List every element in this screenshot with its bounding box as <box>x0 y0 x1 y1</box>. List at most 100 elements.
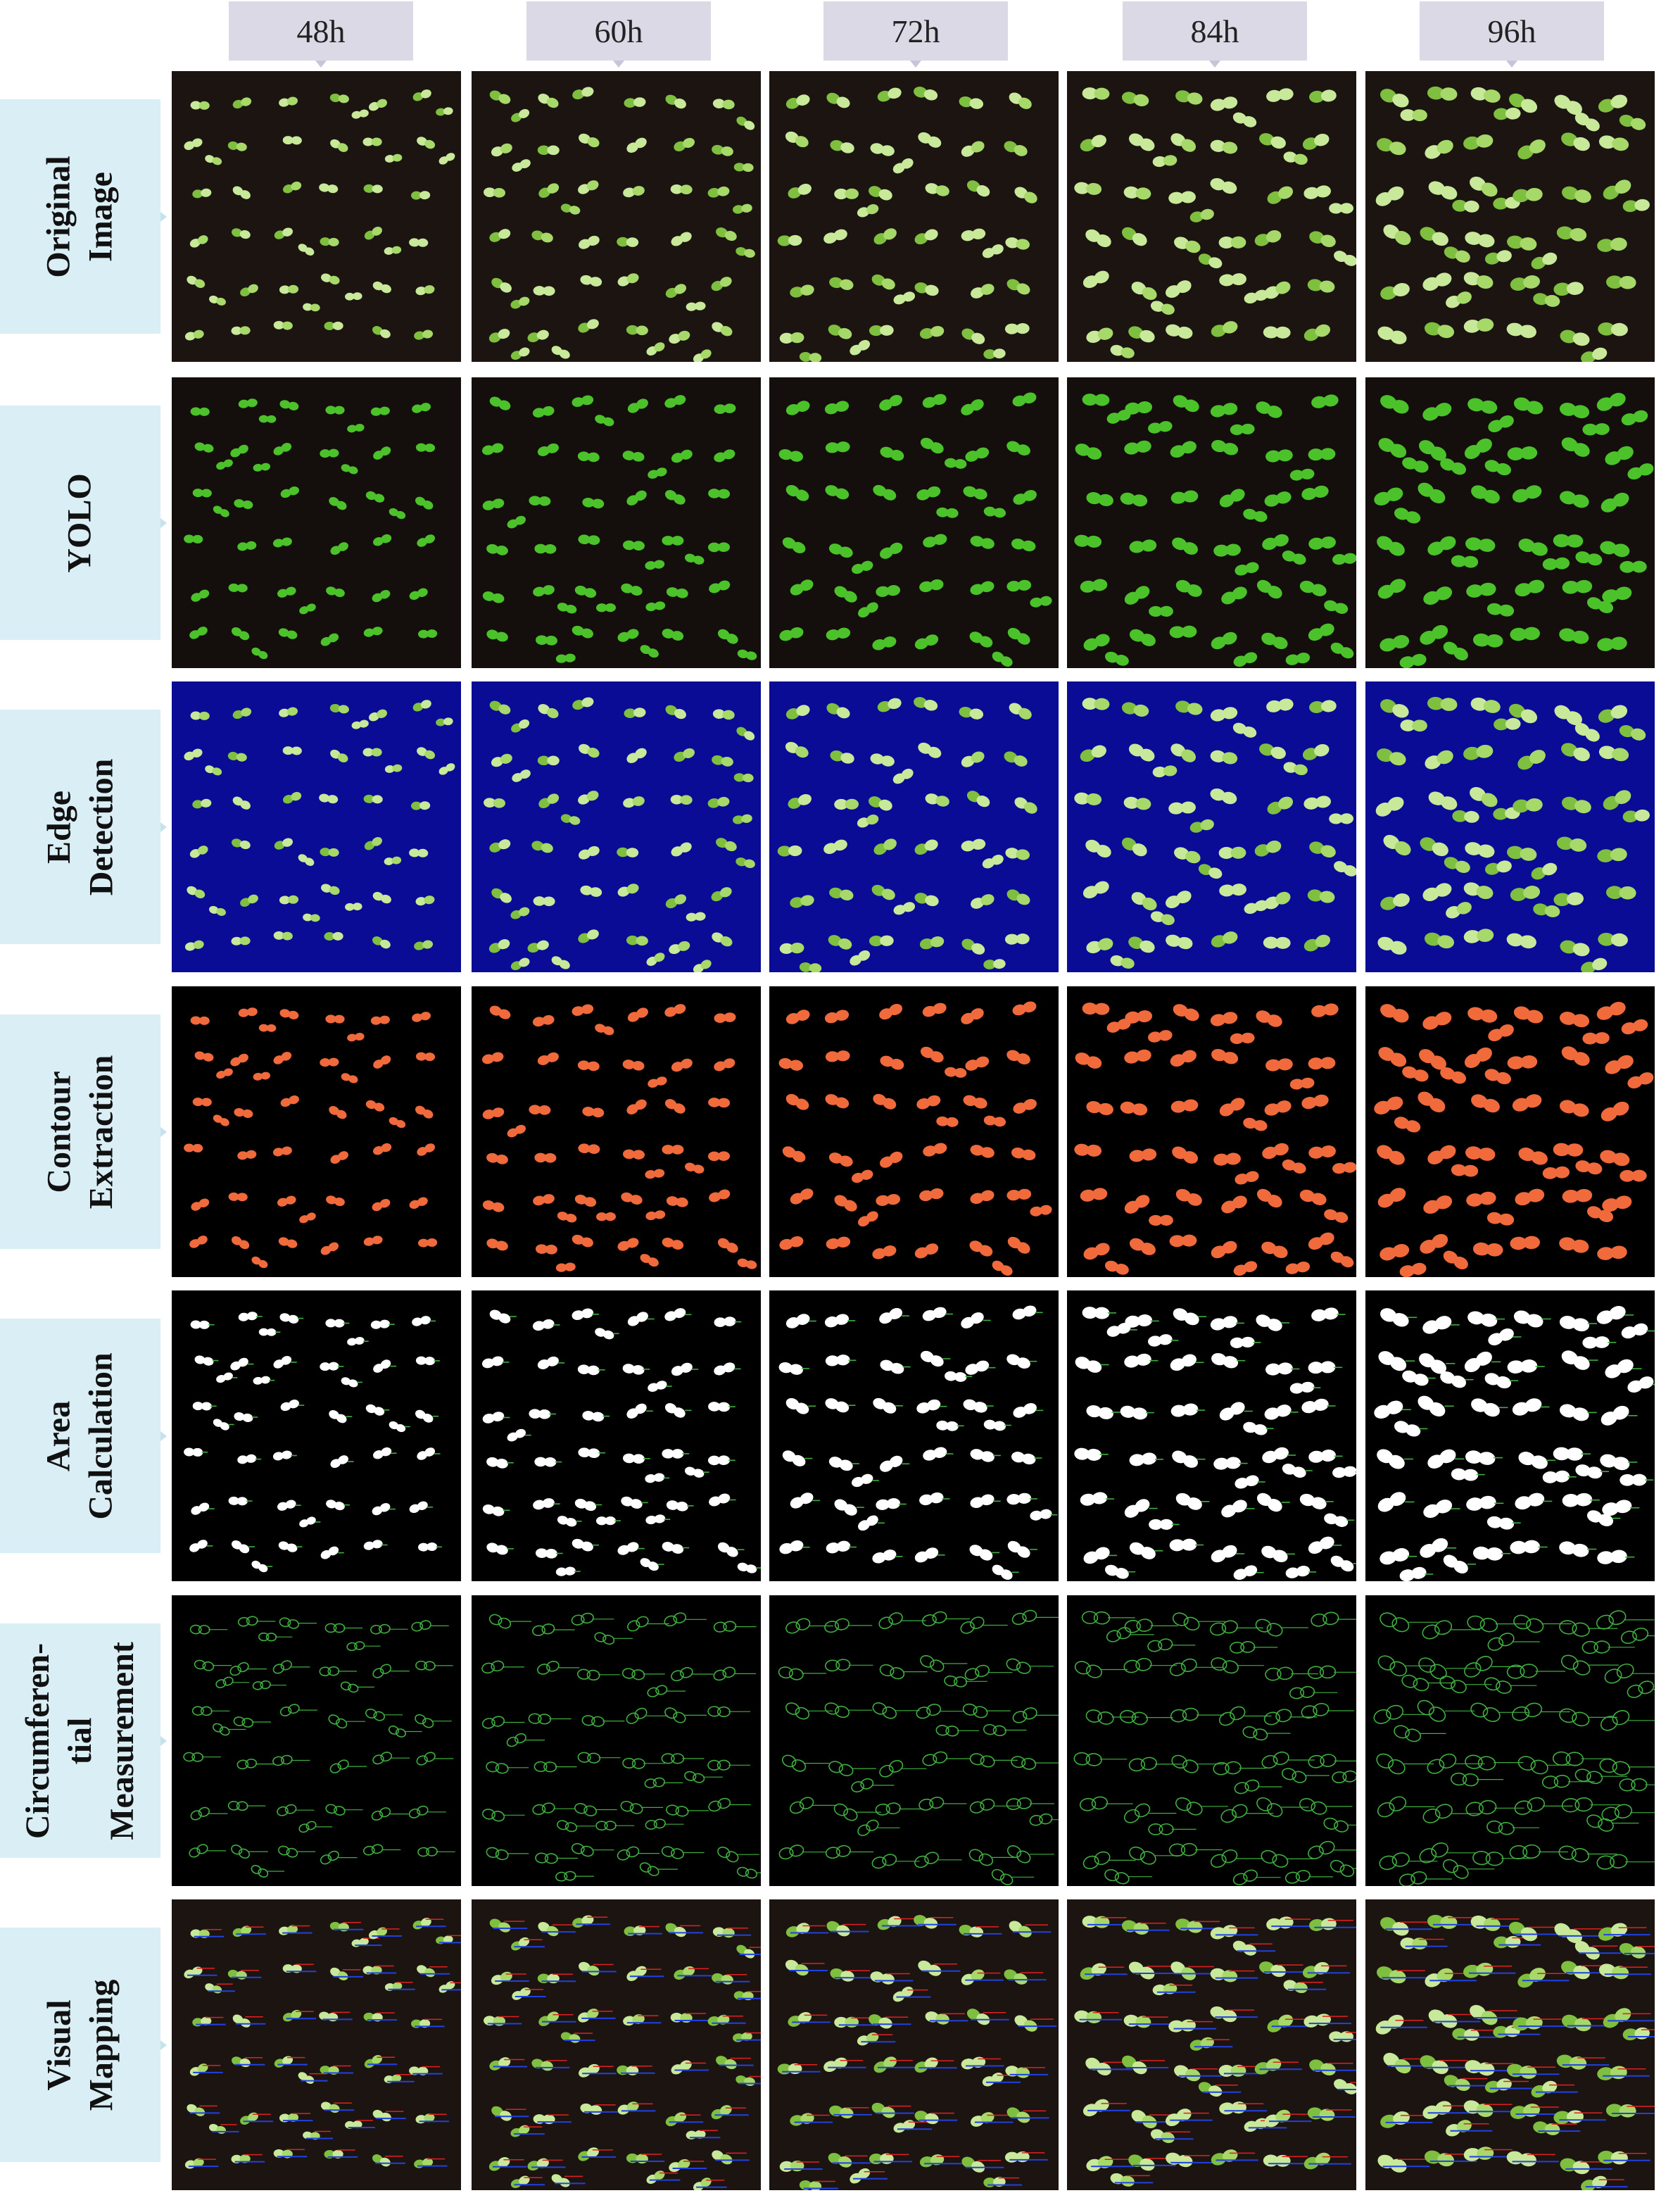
seedling-tray-image <box>1375 696 1650 972</box>
seedling <box>510 347 530 360</box>
seedling <box>1559 1237 1589 1253</box>
seedling <box>626 748 647 763</box>
seedling <box>272 1754 293 1766</box>
cotyledon <box>680 184 693 195</box>
cotyledon <box>1524 1702 1543 1718</box>
seedling-tray-image <box>1374 393 1654 668</box>
seedling <box>482 591 505 603</box>
cotyledon <box>1487 1637 1504 1651</box>
cotyledon <box>1453 647 1468 661</box>
cotyledon <box>1074 1661 1091 1675</box>
cotyledon <box>488 1614 503 1626</box>
cotyledon <box>1132 1103 1148 1116</box>
cotyledon <box>1230 1337 1244 1348</box>
cotyledon <box>1181 1538 1197 1551</box>
cotyledon <box>384 765 395 773</box>
cotyledon <box>500 893 512 903</box>
cotyledon <box>674 708 686 719</box>
cotyledon <box>1175 700 1191 713</box>
seedling <box>669 941 690 955</box>
seedling <box>851 1778 874 1792</box>
cotyledon <box>1299 1493 1315 1507</box>
cotyledon <box>537 755 550 766</box>
cotyledon <box>194 889 206 899</box>
seedling <box>189 1540 208 1552</box>
cotyledon <box>1075 444 1091 456</box>
cotyledon <box>623 540 636 551</box>
cotyledon <box>1074 1143 1090 1156</box>
cotyledon <box>1265 1667 1282 1681</box>
seedling <box>1211 931 1238 948</box>
cotyledon <box>1016 849 1030 860</box>
cotyledon <box>381 1447 392 1457</box>
seedling <box>278 628 298 639</box>
cotyledon <box>277 1502 289 1511</box>
seedling <box>963 486 987 500</box>
cotyledon <box>1018 708 1032 719</box>
cotyledon <box>1377 1655 1396 1671</box>
cotyledon <box>1261 1754 1278 1769</box>
cotyledon <box>878 799 892 811</box>
cotyledon <box>1552 1751 1571 1766</box>
cotyledon <box>973 1098 987 1109</box>
cotyledon <box>238 1848 251 1859</box>
cotyledon <box>1515 1496 1532 1510</box>
cotyledon <box>1159 421 1173 432</box>
seedling <box>370 1319 390 1329</box>
seedling <box>1289 468 1315 481</box>
cotyledon <box>242 1413 253 1423</box>
cotyledon <box>369 1930 379 1940</box>
seedling <box>415 1714 434 1728</box>
seedling <box>273 931 293 941</box>
seedling <box>537 1052 559 1065</box>
seedling <box>823 839 847 855</box>
cotyledon <box>1159 605 1173 617</box>
cotyledon <box>325 1804 337 1814</box>
cotyledon <box>1620 560 1635 573</box>
seedling <box>384 246 402 255</box>
cotyledon <box>500 282 512 293</box>
seedling <box>872 1702 897 1719</box>
panel-edge-72h <box>769 681 1059 972</box>
cotyledon <box>354 424 365 432</box>
cotyledon <box>1598 1818 1614 1832</box>
cotyledon <box>919 327 934 339</box>
cotyledon <box>671 536 684 546</box>
seedling <box>372 281 391 294</box>
cotyledon <box>928 136 942 148</box>
cotyledon <box>707 1759 721 1771</box>
cotyledon <box>1329 203 1343 214</box>
seedling <box>489 1309 511 1324</box>
cotyledon <box>1553 1447 1570 1461</box>
cotyledon <box>1097 1711 1114 1725</box>
cotyledon <box>370 1320 382 1329</box>
panel-perimeter-84h <box>1067 1595 1356 1886</box>
seedling <box>785 705 810 719</box>
cotyledon <box>564 653 576 662</box>
cotyledon <box>1427 696 1444 710</box>
cotyledon <box>373 537 384 546</box>
cotyledon <box>1243 1869 1258 1882</box>
cotyledon <box>1428 1707 1446 1722</box>
cotyledon <box>1478 1799 1497 1815</box>
cotyledon <box>419 1316 431 1325</box>
seedling <box>534 543 557 554</box>
seedling <box>1515 1188 1545 1206</box>
cotyledon <box>266 1024 277 1032</box>
cotyledon <box>222 1676 234 1686</box>
cotyledon <box>930 326 945 337</box>
cotyledon <box>1082 1855 1099 1870</box>
cotyledon <box>569 816 581 825</box>
cotyledon <box>538 496 551 506</box>
seedling <box>491 753 512 767</box>
cotyledon <box>369 712 379 722</box>
seedling <box>231 1236 250 1250</box>
seedling <box>1596 393 1626 411</box>
cotyledon <box>228 1192 239 1201</box>
panel-original-84h <box>1067 71 1356 362</box>
seedling <box>1600 1710 1630 1731</box>
cotyledon <box>1225 543 1241 556</box>
cotyledon <box>1182 1759 1199 1773</box>
cotyledon <box>1506 933 1524 947</box>
panel-perimeter-48h <box>172 1595 461 1886</box>
